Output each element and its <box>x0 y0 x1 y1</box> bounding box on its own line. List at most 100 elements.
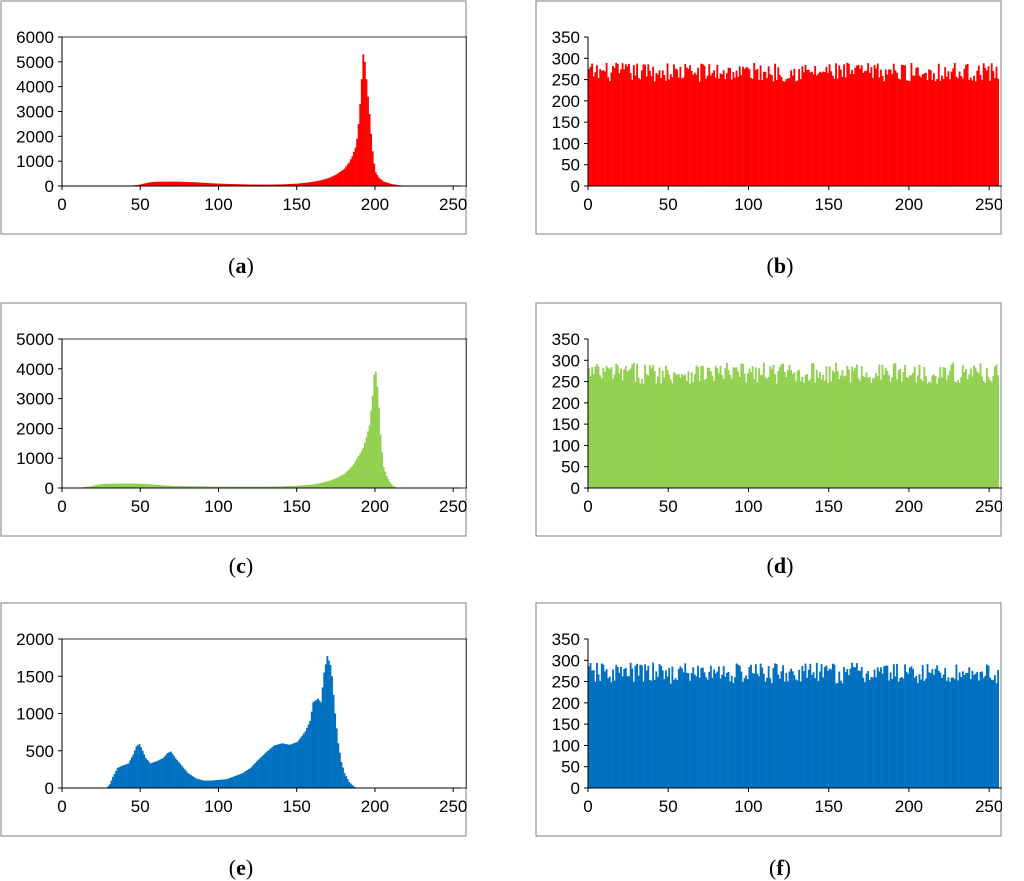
histogram-bar <box>790 370 792 488</box>
histogram-bar <box>877 376 879 488</box>
histogram-bar <box>103 484 105 488</box>
histogram-bar <box>959 383 961 488</box>
histogram-bar <box>675 69 677 186</box>
histogram-bar <box>769 366 771 488</box>
histogram-bar <box>776 80 778 186</box>
histogram-bar <box>785 79 787 186</box>
histogram-bar <box>198 182 200 186</box>
histogram-bar <box>991 680 993 788</box>
histogram-bar <box>906 80 908 186</box>
histogram-bar <box>991 382 993 488</box>
histogram-bar <box>139 744 141 788</box>
y-tick-label: 5000 <box>16 53 54 72</box>
histogram-bar <box>769 678 771 788</box>
histogram-bar <box>151 484 153 488</box>
x-tick-label: 50 <box>131 195 150 214</box>
histogram-bar <box>992 376 994 488</box>
histogram-bar <box>819 671 821 788</box>
histogram-bar <box>704 380 706 488</box>
histogram-bar <box>773 81 775 186</box>
histogram-bar <box>949 682 951 788</box>
histogram-bar <box>968 80 970 186</box>
histogram-bar <box>832 664 834 788</box>
histogram-bar <box>850 669 852 788</box>
histogram-bar <box>965 65 967 186</box>
histogram-bar <box>713 70 715 186</box>
histogram-bar <box>862 678 864 788</box>
histogram-bar <box>899 369 901 488</box>
histogram-bar <box>874 378 876 488</box>
histogram-bar <box>927 384 929 488</box>
histogram-bar <box>919 365 921 488</box>
histogram-bar <box>615 63 617 186</box>
histogram-bar <box>710 76 712 186</box>
histogram-bar <box>204 781 206 788</box>
histogram-bar <box>190 775 192 788</box>
x-tick-label: 250 <box>439 797 467 816</box>
histogram-bar <box>728 68 730 186</box>
histogram-bar <box>315 181 317 186</box>
histogram-bar <box>240 774 242 788</box>
histogram-bar <box>912 75 914 186</box>
histogram-bar <box>816 370 818 488</box>
caption-a: (a) <box>211 253 271 279</box>
histogram-bar <box>187 773 189 788</box>
histogram-bar <box>760 664 762 788</box>
histogram-bar <box>761 667 763 788</box>
histogram-bar <box>143 754 145 788</box>
histogram-bar <box>726 363 728 488</box>
histogram-bar <box>173 182 175 186</box>
histogram-bar <box>667 370 669 488</box>
histogram-bar <box>265 752 267 788</box>
histogram-bar <box>856 66 858 186</box>
histogram-bar <box>635 666 637 788</box>
histogram-bar <box>145 484 147 488</box>
histogram-bar <box>320 180 322 186</box>
histogram-bar <box>955 382 957 488</box>
histogram-bar <box>806 70 808 186</box>
histogram-bar <box>896 73 898 186</box>
histogram-bar <box>337 477 339 488</box>
histogram-bar <box>348 162 350 186</box>
histogram-bar <box>707 368 709 488</box>
histogram-bar <box>922 381 924 488</box>
histogram-bar <box>928 69 930 186</box>
histogram-bar <box>660 383 662 488</box>
histogram-bar <box>813 672 815 788</box>
histogram-bar <box>750 372 752 488</box>
histogram-bar <box>179 182 181 186</box>
histogram-bar <box>755 367 757 488</box>
histogram-bar <box>856 364 858 488</box>
histogram-bar <box>361 451 363 488</box>
histogram-bar <box>140 484 142 488</box>
histogram-bar <box>935 669 937 788</box>
histogram-bar <box>821 664 823 788</box>
histogram-bar <box>748 368 750 488</box>
histogram-bar <box>350 159 352 186</box>
histogram-bar <box>118 767 120 788</box>
histogram-bar <box>123 765 125 788</box>
histogram-bar <box>150 182 152 186</box>
histogram-bar <box>784 82 786 186</box>
histogram-bar <box>211 781 213 788</box>
histogram-bar <box>117 484 119 488</box>
histogram-bar <box>178 182 180 186</box>
histogram-bar <box>739 377 741 488</box>
histogram-bar <box>351 156 353 186</box>
histogram-bar <box>358 456 360 488</box>
histogram-bar <box>920 379 922 488</box>
histogram-bar <box>827 383 829 488</box>
histogram-bar <box>808 70 810 186</box>
histogram-bar <box>773 668 775 788</box>
histogram-bar <box>885 69 887 186</box>
histogram-bar <box>635 75 637 186</box>
histogram-bar <box>100 484 102 488</box>
histogram-bar <box>345 167 347 186</box>
histogram-bar <box>843 667 845 788</box>
histogram-bar <box>949 79 951 186</box>
x-tick-label: 150 <box>283 195 311 214</box>
x-tick-label: 50 <box>659 797 678 816</box>
histogram-bar <box>602 665 604 788</box>
x-tick-label: 0 <box>583 195 592 214</box>
